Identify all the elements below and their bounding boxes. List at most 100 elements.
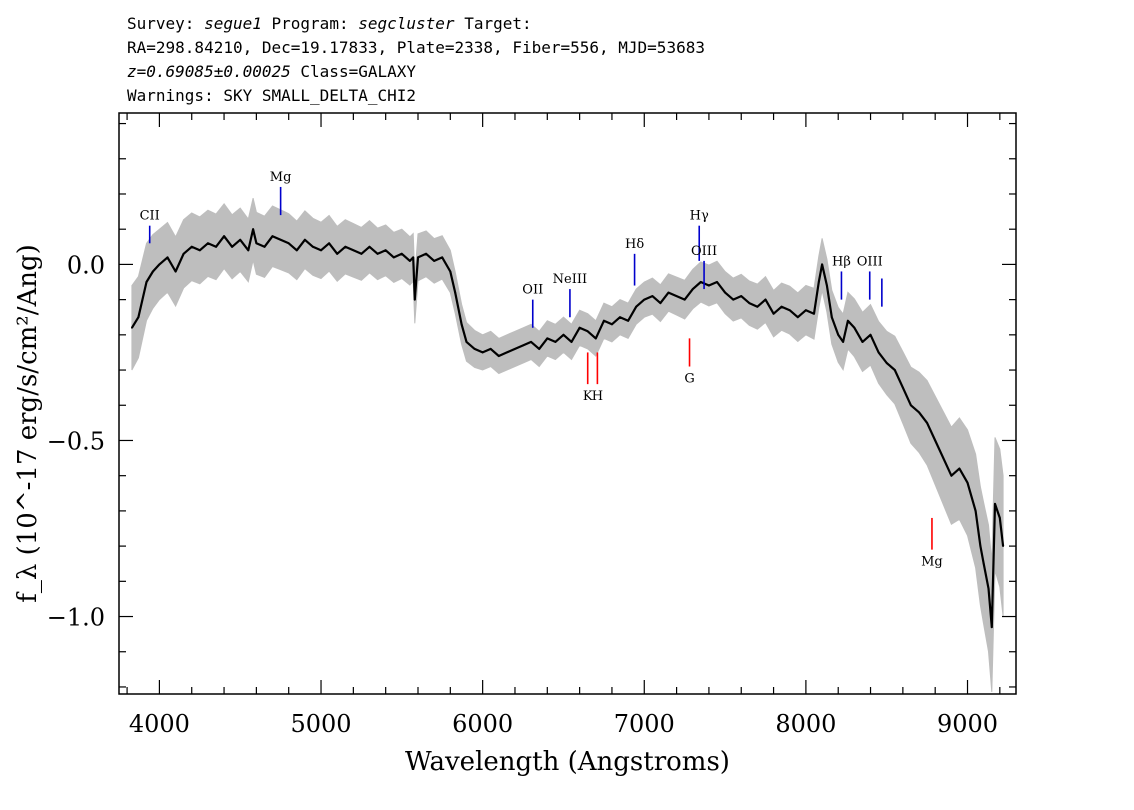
line-marker-label: OIII: [691, 244, 717, 259]
flux-point: [360, 252, 363, 255]
header-line-coords: RA=298.84210, Dec=19.17833, Plate=2338, …: [127, 38, 705, 57]
flux-point: [821, 263, 823, 266]
y-tick-label: 0.0: [67, 251, 105, 279]
header-line-warnings: Warnings: SKY SMALL_DELTA_CHI2: [127, 86, 416, 105]
flux-point: [413, 298, 416, 301]
flux-point: [352, 249, 355, 252]
line-marker-label: G: [684, 372, 694, 387]
flux-point: [570, 341, 573, 343]
flux-point: [506, 351, 508, 354]
flux-point: [603, 319, 605, 322]
flux-point: [425, 252, 427, 255]
flux-point: [460, 323, 463, 326]
flux-point: [861, 341, 864, 343]
x-tick-label: 6000: [452, 710, 513, 738]
flux-point: [740, 295, 743, 297]
class-value: Class=GALAXY: [300, 62, 416, 81]
flux-point: [417, 256, 419, 259]
flux-point: [538, 348, 541, 350]
x-tick-label: 5000: [290, 710, 351, 738]
flux-point: [554, 341, 557, 343]
flux-point: [958, 467, 961, 470]
flux-point: [530, 341, 532, 343]
flux-point: [312, 245, 314, 248]
flux-point: [780, 305, 783, 308]
line-marker-label: Hδ: [625, 237, 644, 252]
flux-point: [966, 481, 969, 484]
flux-point: [635, 305, 638, 308]
flux-point: [215, 245, 217, 248]
flux-point: [691, 288, 694, 290]
header-line-redshift: z=0.69085±0.00025 Class=GALAXY: [127, 60, 705, 84]
x-tick-label: 7000: [614, 710, 675, 738]
flux-point: [190, 245, 193, 248]
line-marker-label: CII: [140, 209, 160, 224]
flux-point: [994, 503, 996, 505]
flux-point: [748, 302, 751, 304]
flux-point: [788, 309, 791, 312]
y-tick-label: −1.0: [47, 604, 105, 632]
redshift-value: z=0.69085±0.00025: [127, 62, 291, 81]
flux-point: [376, 252, 379, 255]
flux-point: [611, 323, 613, 326]
flux-point: [987, 587, 990, 590]
flux-point: [708, 284, 710, 287]
flux-point: [627, 319, 629, 322]
flux-point: [336, 252, 339, 255]
flux-point: [137, 316, 140, 319]
axis-ticks: [119, 113, 1016, 694]
flux-point: [756, 305, 759, 308]
flux-point: [198, 249, 201, 252]
flux-point: [699, 281, 702, 283]
flux-point: [902, 386, 904, 389]
flux-point: [675, 295, 678, 297]
flux-point: [562, 333, 565, 336]
flux-point: [344, 245, 347, 248]
flux-point: [449, 270, 452, 273]
flux-point: [732, 298, 735, 301]
flux-point: [497, 355, 500, 357]
flux-point: [659, 302, 662, 304]
flux-point: [409, 260, 411, 262]
flux-point: [594, 337, 597, 340]
flux-point: [813, 312, 815, 315]
flux-point: [255, 242, 258, 245]
flux-point: [454, 291, 457, 294]
flux-point: [847, 319, 849, 322]
flux-point: [223, 235, 226, 238]
y-tick-label: −0.5: [47, 427, 105, 455]
flux-point: [934, 439, 937, 442]
flux-line: [130, 228, 1005, 629]
line-marker-label: Mg: [270, 170, 292, 185]
flux-point: [764, 298, 767, 301]
flux-point: [853, 326, 856, 329]
flux-point: [1002, 545, 1004, 547]
flux-point: [400, 252, 403, 255]
flux-point: [546, 337, 549, 340]
flux-point: [271, 235, 274, 238]
flux-series: [130, 228, 1005, 629]
flux-point: [724, 291, 726, 294]
x-tick-label: 8000: [775, 710, 836, 738]
line-marker-label: Hβ: [832, 254, 851, 269]
flux-point: [842, 341, 844, 343]
flux-point: [586, 330, 589, 333]
header-line-survey: Survey: segue1 Program: segcluster Targe…: [127, 12, 705, 36]
flux-point: [239, 238, 242, 241]
flux-point: [974, 510, 977, 512]
flux-point: [926, 422, 928, 424]
line-marker-label: OII: [522, 283, 543, 298]
flux-point: [465, 341, 468, 343]
flux-point: [796, 316, 799, 319]
flux-point: [247, 249, 250, 252]
flux-point: [384, 249, 387, 252]
y-axis-title: f_λ (10^-17 erg/s/cm²/Ang): [13, 244, 43, 603]
flux-point: [279, 238, 282, 241]
x-tick-label: 9000: [937, 710, 998, 738]
flux-point: [252, 228, 255, 231]
spectrum-header: Survey: segue1 Program: segcluster Targe…: [127, 12, 705, 108]
flux-point: [877, 351, 880, 354]
flux-point: [667, 291, 670, 294]
flux-point: [982, 562, 985, 565]
